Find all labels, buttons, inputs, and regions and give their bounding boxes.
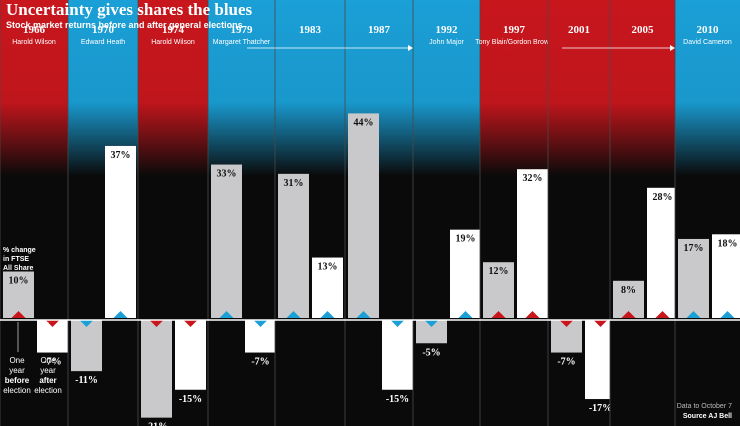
after-bar — [450, 229, 481, 318]
column-lower-bg — [675, 320, 740, 426]
election-year-label: 1997 — [503, 24, 526, 36]
data-label: -11% — [75, 375, 98, 386]
election-column-bg — [138, 0, 208, 320]
before-bar — [678, 238, 709, 318]
legend-before: One year before election — [3, 356, 31, 395]
data-label: -7% — [43, 357, 61, 368]
before-marker — [686, 311, 701, 318]
after-bar — [647, 187, 678, 318]
leader-label: Harold Wilson — [151, 39, 195, 46]
data-label: -17% — [589, 403, 612, 414]
before-marker — [559, 320, 574, 327]
election-year-label: 1983 — [299, 24, 322, 36]
after-marker — [113, 311, 128, 318]
before-marker — [149, 320, 164, 327]
election-year-label: 1987 — [368, 24, 391, 36]
column-lower-bg — [275, 320, 345, 426]
after-bar — [312, 257, 343, 318]
data-label: 33% — [217, 169, 237, 180]
data-label: 18% — [718, 238, 738, 249]
election-column-bg — [548, 0, 610, 320]
leader-label: David Cameron — [683, 39, 732, 46]
leader-label: John Major — [429, 39, 464, 46]
data-label: 10% — [9, 276, 29, 287]
election-column-bg — [0, 0, 68, 320]
election-year-label: 1992 — [436, 24, 459, 36]
after-bar — [712, 234, 740, 318]
before-marker — [356, 311, 371, 318]
data-label: -7% — [251, 357, 269, 368]
before-marker — [424, 320, 439, 327]
election-year-label: 1970 — [92, 24, 115, 36]
data-label: 13% — [318, 262, 338, 273]
after-marker — [458, 311, 473, 318]
election-year-label: 1974 — [162, 24, 185, 36]
before-marker — [491, 311, 506, 318]
legend-after: One year after election — [34, 356, 62, 395]
leader-label: Tony Blair/Gordon Brown — [475, 39, 553, 46]
data-label: -21% — [145, 422, 168, 426]
data-label: -15% — [386, 394, 409, 405]
before-marker — [621, 311, 636, 318]
after-marker — [390, 320, 405, 327]
after-marker — [320, 311, 335, 318]
data-label: 17% — [684, 243, 704, 254]
after-marker — [720, 311, 735, 318]
election-year-label: 2001 — [568, 24, 590, 36]
data-label: 12% — [489, 266, 509, 277]
before-bar — [71, 320, 102, 372]
before-bar — [348, 113, 379, 319]
data-label: 19% — [456, 234, 476, 245]
data-label: 37% — [111, 150, 131, 161]
leader-label: Edward Heath — [81, 39, 125, 46]
after-marker — [593, 320, 608, 327]
before-bar — [211, 164, 242, 318]
before-marker — [219, 311, 234, 318]
chart-title: Uncertainty gives shares the blues — [6, 0, 253, 19]
data-label: -5% — [422, 347, 440, 358]
data-label: 8% — [621, 285, 636, 296]
leader-label: Margaret Thatcher — [213, 39, 271, 46]
election-year-label: 2005 — [632, 24, 655, 36]
data-label: 32% — [523, 173, 543, 184]
y-axis-note: % change in FTSE All Share — [3, 247, 36, 272]
data-label: 31% — [284, 178, 304, 189]
before-bar — [278, 173, 309, 318]
column-lower-bg — [610, 320, 675, 426]
chart-subtitle: Stock market returns before and after ge… — [6, 20, 243, 30]
after-marker — [253, 320, 268, 327]
after-marker — [655, 311, 670, 318]
after-marker — [525, 311, 540, 318]
era-arrow-head — [670, 45, 675, 51]
after-bar — [175, 320, 206, 390]
before-marker — [79, 320, 94, 327]
data-label: 28% — [653, 192, 673, 203]
before-bar — [3, 271, 34, 318]
before-marker — [11, 311, 26, 318]
after-marker — [183, 320, 198, 327]
leader-label: Harold Wilson — [12, 39, 56, 46]
before-bar — [141, 320, 172, 418]
after-bar — [382, 320, 413, 390]
data-date-note: Data to October 7 — [676, 403, 732, 410]
data-label: -7% — [557, 357, 575, 368]
after-bar — [517, 169, 548, 318]
after-marker — [45, 320, 60, 327]
era-arrow-head — [408, 45, 413, 51]
election-year-label: 1979 — [231, 24, 254, 36]
before-marker — [286, 311, 301, 318]
after-bar — [105, 145, 136, 318]
data-label: 44% — [354, 117, 374, 128]
data-label: -15% — [179, 394, 202, 405]
election-year-label: 2010 — [697, 24, 720, 36]
column-lower-bg — [480, 320, 548, 426]
election-year-label: 1966 — [23, 24, 46, 36]
source-note: Source AJ Bell — [682, 413, 732, 420]
before-bar — [416, 320, 447, 344]
before-bar — [483, 262, 514, 318]
